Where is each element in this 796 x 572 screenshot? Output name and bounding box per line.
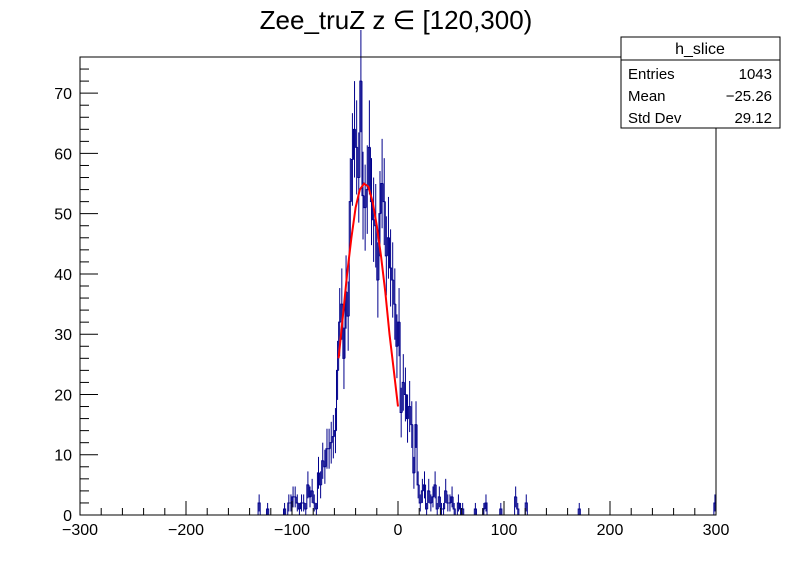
stats-box-frame [620,36,781,129]
x-tick-label: 300 [703,522,730,539]
stats-mean-value: −25.26 [726,88,772,105]
y-tick-label: 30 [54,327,72,344]
stats-stddev-label: Std Dev [628,110,682,127]
fit-curve-layer [337,182,399,407]
fit-curve [337,182,399,407]
x-tick-label: 200 [597,522,624,539]
stats-box-title: h_slice [675,41,725,58]
stats-mean-label: Mean [628,88,666,105]
x-tick-label: 0 [394,522,403,539]
x-tick-label: 100 [491,522,518,539]
stats-entries-value: 1043 [739,66,772,83]
y-tick-label: 60 [54,146,72,163]
x-tick-label: −100 [274,522,310,539]
y-tick-label: 0 [63,508,72,525]
stats-stddev-value: 29.12 [734,110,772,127]
x-axis: −300 −200 −100 0 100 200 300 [62,501,729,539]
y-tick-label: 50 [54,207,72,224]
histogram-bars [80,29,717,516]
y-tick-label: 40 [54,267,72,284]
chart-title: Zee_truZ z ∈ [120,300) [260,5,533,35]
stats-entries-label: Entries [628,66,675,83]
x-tick-label: −300 [62,522,98,539]
y-tick-label: 20 [54,387,72,404]
y-tick-label: 70 [54,86,72,103]
stats-box: h_slice Entries 1043 Mean −25.26 Std Dev… [620,36,781,129]
x-tick-label: −200 [168,522,204,539]
y-axis: 0 10 20 30 40 50 60 70 [54,56,98,525]
y-tick-label: 10 [54,448,72,465]
